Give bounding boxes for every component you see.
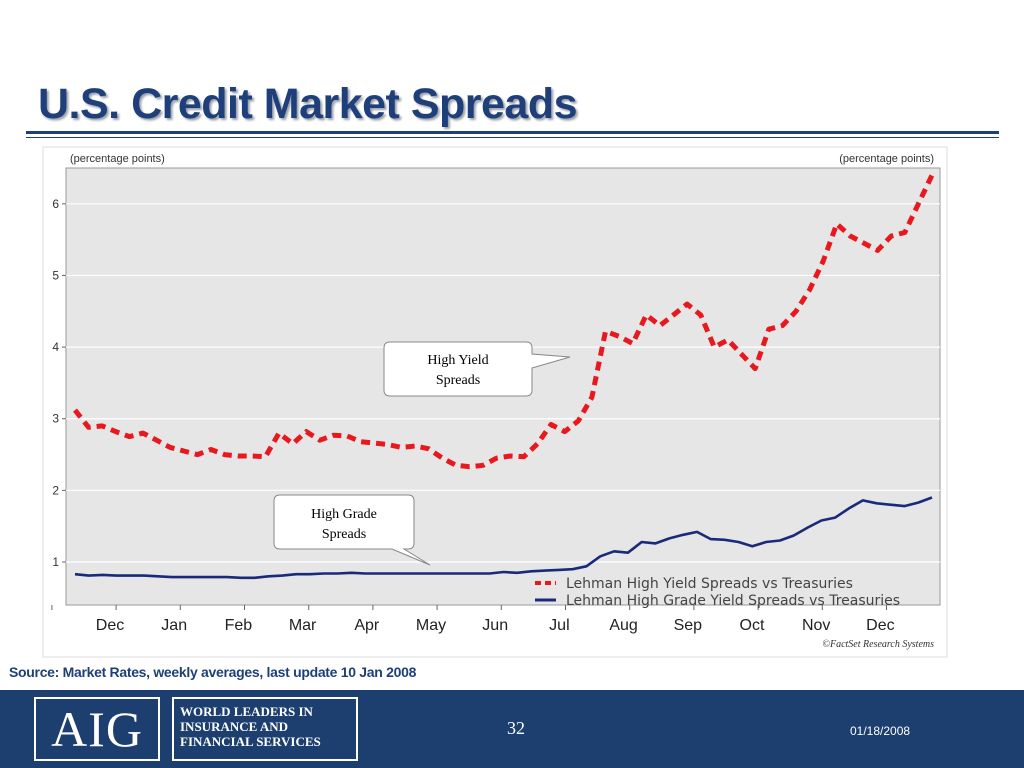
legend-label-high-grade: Lehman High Grade Yield Spreads vs Treas… xyxy=(566,593,900,609)
x-tick-label-oct: Oct xyxy=(740,617,765,634)
tagline-line-2: INSURANCE AND xyxy=(180,719,288,734)
page-number: 32 xyxy=(507,718,525,738)
x-tick-label-dec: Dec xyxy=(96,617,124,634)
x-tick-label-mar: Mar xyxy=(289,617,317,634)
high-grade-callout-line1: High Grade xyxy=(311,507,377,522)
title-underline-thin xyxy=(26,137,999,138)
y-tick-label: 4 xyxy=(52,340,59,354)
legend: Lehman High Yield Spreads vs Treasuries … xyxy=(535,576,900,609)
x-tick-label-aug: Aug xyxy=(609,617,637,634)
footer-bar xyxy=(0,690,1024,768)
x-tick-label-dec: Dec xyxy=(866,617,894,634)
source-note: Source: Market Rates, weekly averages, l… xyxy=(9,664,417,680)
y-tick-label: 2 xyxy=(52,483,59,497)
x-axis-ticks: Dec Jan Feb Mar Apr May Jun Jul Aug Sep Oct Nov Dec xyxy=(51,605,895,634)
company-tagline: WORLD LEADERS IN INSURANCE AND FINANCIAL… xyxy=(172,697,358,761)
x-tick-label-may: May xyxy=(416,617,446,634)
left-unit-label: (percentage points) xyxy=(70,153,165,165)
x-tick-label-jul: Jul xyxy=(549,617,569,634)
high-grade-callout: High Grade Spreads xyxy=(273,494,431,566)
high-grade-series-line xyxy=(74,496,933,580)
high-yield-callout: High Yield Spreads xyxy=(383,341,571,397)
right-unit-label: (percentage points) xyxy=(839,153,934,165)
x-tick-label-apr: Apr xyxy=(354,617,380,634)
y-tick-label: 6 xyxy=(52,197,59,211)
x-tick-label-nov: Nov xyxy=(802,617,830,634)
legend-label-high-yield: Lehman High Yield Spreads vs Treasuries xyxy=(566,576,853,592)
tagline-line-3: FINANCIAL SERVICES xyxy=(180,734,321,749)
aig-logo: AIG xyxy=(34,697,160,761)
tagline-line-1: WORLD LEADERS IN xyxy=(180,704,313,719)
x-tick-label-jun: Jun xyxy=(482,617,508,634)
chart-credit: ©FactSet Research Systems xyxy=(822,639,934,650)
gridlines xyxy=(66,203,940,563)
page-title: U.S. Credit Market Spreads xyxy=(38,80,578,128)
high-yield-callout-line2: Spreads xyxy=(436,373,480,388)
y-tick-label: 3 xyxy=(52,412,59,426)
x-tick-label-sep: Sep xyxy=(674,617,703,634)
y-axis-ticks: 1 2 3 4 5 6 xyxy=(52,197,66,569)
high-grade-callout-line2: Spreads xyxy=(322,527,366,542)
y-tick-label: 5 xyxy=(52,268,59,282)
title-underline-thick xyxy=(26,131,999,134)
y-tick-label: 1 xyxy=(52,555,59,569)
x-tick-label-feb: Feb xyxy=(225,617,253,634)
series-lines xyxy=(73,174,935,580)
footer-date: 01/18/2008 xyxy=(850,724,911,738)
credit-spreads-chart: (percentage points) (percentage points) … xyxy=(42,146,948,658)
x-tick-label-jan: Jan xyxy=(161,617,187,634)
high-yield-callout-line1: High Yield xyxy=(427,353,488,368)
